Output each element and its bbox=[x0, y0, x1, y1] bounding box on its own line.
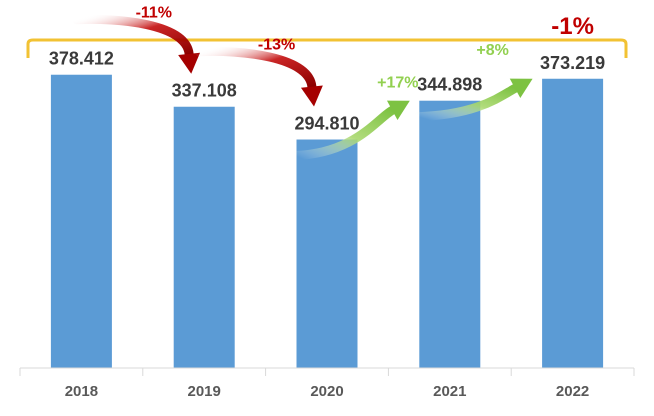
change-arrowhead-2019-2020 bbox=[300, 85, 323, 107]
change-arrowhead-2020-2021 bbox=[386, 100, 410, 120]
value-label-2019: 337.108 bbox=[172, 81, 237, 101]
total-change-label: -1% bbox=[551, 13, 594, 40]
value-label-2018: 378.412 bbox=[49, 49, 114, 69]
tick-label-2019: 2019 bbox=[188, 383, 221, 400]
total-change-bracket bbox=[26, 38, 628, 58]
tick-label-2018: 2018 bbox=[65, 383, 98, 400]
change-label-2019-2020: -13% bbox=[258, 37, 295, 54]
change-arrowhead-2018-2019 bbox=[178, 52, 201, 74]
tick-label-2020: 2020 bbox=[310, 383, 343, 400]
change-label-2018-2019: -11% bbox=[136, 5, 172, 22]
change-arrow-2019-2020 bbox=[194, 46, 317, 92]
value-label-2020: 294.810 bbox=[294, 114, 359, 134]
tick-label-2021: 2021 bbox=[433, 383, 466, 400]
change-arrow-2021-2022 bbox=[413, 83, 520, 122]
bar-2020 bbox=[296, 139, 358, 368]
change-arrowhead-2021-2022 bbox=[509, 78, 533, 98]
bar-2021 bbox=[419, 100, 481, 369]
bar-2019 bbox=[173, 106, 235, 368]
change-label-2020-2021: +17% bbox=[377, 75, 418, 92]
change-arrow-2020-2021 bbox=[290, 105, 397, 161]
change-label-2021-2022: +8% bbox=[476, 42, 508, 59]
value-label-2022: 373.219 bbox=[540, 53, 605, 73]
change-arrow-2018-2019 bbox=[71, 14, 194, 59]
bar-2022 bbox=[542, 78, 604, 368]
bar-2018 bbox=[50, 74, 112, 368]
tick-label-2022: 2022 bbox=[556, 383, 589, 400]
value-label-2021: 344.898 bbox=[417, 75, 482, 95]
